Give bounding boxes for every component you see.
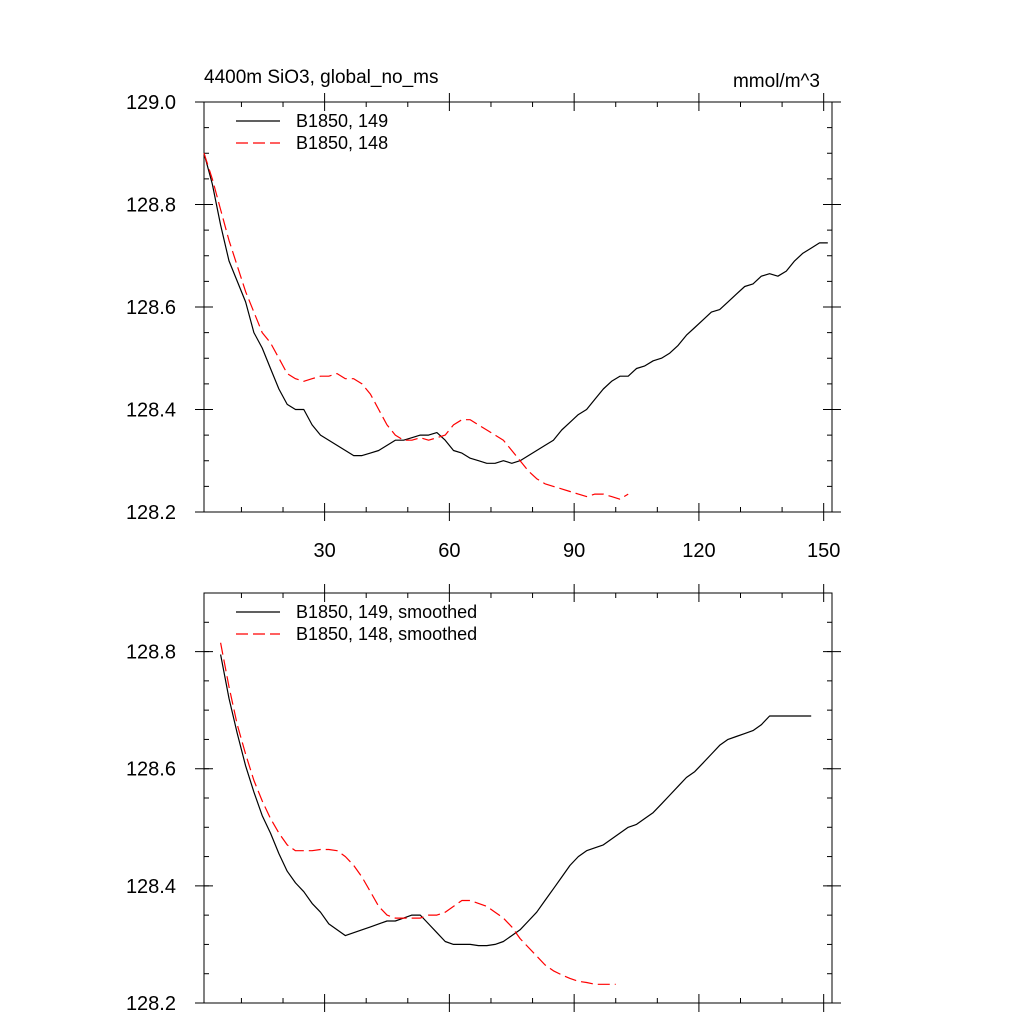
y-tick-label: 128.2 <box>126 502 176 524</box>
legend-label: B1850, 149 <box>296 111 388 131</box>
top-plot-panel: 30 60 90 120 150 128.2 128.4 128.6 128.8 129.0 B18… <box>126 92 841 562</box>
series-line-red <box>203 153 629 500</box>
x-tick-label: 120 <box>682 540 715 562</box>
chart-title: 4400m SiO3, global_no_ms <box>204 67 438 88</box>
x-tick-label: 60 <box>438 540 460 562</box>
plot-frame <box>203 592 833 1004</box>
y-tick-label: 128.6 <box>126 759 176 781</box>
legend-label: B1850, 148, smoothed <box>296 624 477 644</box>
y-tick-label: 128.4 <box>126 876 176 898</box>
x-tick-label: 150 <box>807 540 840 562</box>
series-line-black <box>220 654 812 947</box>
y-tick-label: 128.4 <box>126 400 176 422</box>
legend-label: B1850, 149, smoothed <box>296 602 477 622</box>
series-line-black <box>203 153 828 464</box>
legend-label: B1850, 148 <box>296 133 388 153</box>
y-tick-label: 128.8 <box>126 195 176 217</box>
plot-frame <box>203 101 833 513</box>
y-tick-label: 128.8 <box>126 642 176 664</box>
series-line-red <box>220 642 616 985</box>
units-label: mmol/m^3 <box>733 71 820 92</box>
x-tick-label: 90 <box>563 540 585 562</box>
bottom-plot-panel: 128.2 128.4 128.6 128.8 B1850, 149, smoothed… <box>126 584 841 1015</box>
y-tick-label: 128.2 <box>126 993 176 1015</box>
x-tick-label: 30 <box>313 540 335 562</box>
y-tick-label: 128.6 <box>126 297 176 319</box>
y-tick-label: 129.0 <box>126 92 176 114</box>
